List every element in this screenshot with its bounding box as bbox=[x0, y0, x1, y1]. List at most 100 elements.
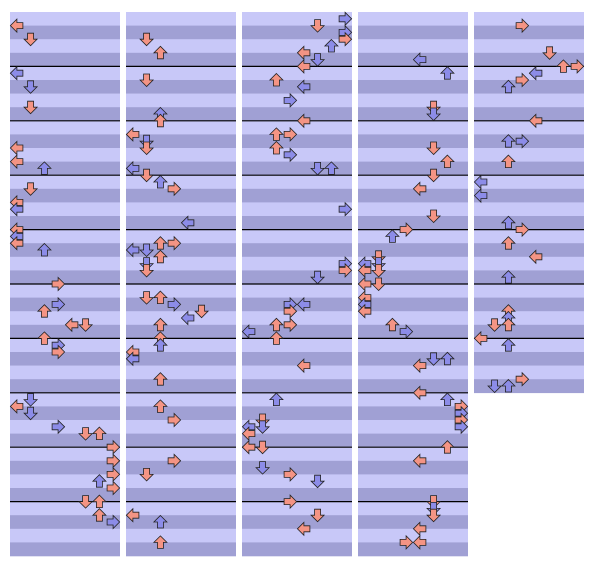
arrow bbox=[439, 351, 455, 366]
stripe bbox=[126, 447, 236, 462]
arrow bbox=[412, 534, 427, 550]
stripe bbox=[10, 148, 120, 162]
arrow bbox=[51, 419, 66, 435]
arrow bbox=[500, 236, 516, 250]
arrow bbox=[125, 507, 140, 523]
arrow bbox=[106, 439, 121, 455]
stripe bbox=[10, 447, 120, 462]
arrow bbox=[106, 514, 121, 530]
arrow bbox=[36, 161, 52, 175]
arrow bbox=[139, 134, 155, 149]
arrow bbox=[152, 514, 168, 529]
arrow bbox=[487, 318, 503, 332]
arrow bbox=[296, 521, 311, 537]
stripe bbox=[126, 460, 236, 475]
arrow bbox=[152, 317, 168, 332]
stripe bbox=[358, 25, 468, 40]
stripe bbox=[242, 134, 352, 149]
stripe bbox=[126, 474, 236, 489]
arrow bbox=[310, 270, 326, 285]
arrow bbox=[426, 501, 442, 516]
column bbox=[473, 12, 585, 394]
stripe bbox=[474, 311, 584, 326]
arrow bbox=[152, 535, 168, 549]
stripe bbox=[358, 474, 468, 489]
arrow bbox=[23, 393, 39, 407]
stripe bbox=[242, 256, 352, 271]
arrow bbox=[241, 324, 256, 340]
stripe bbox=[474, 243, 584, 258]
stripe bbox=[358, 297, 468, 312]
stripe bbox=[358, 460, 468, 475]
stripe bbox=[358, 501, 468, 516]
stripe bbox=[474, 284, 584, 298]
arrow bbox=[106, 480, 121, 496]
stripe bbox=[358, 120, 468, 135]
stripe bbox=[242, 324, 352, 339]
stripe bbox=[358, 284, 468, 298]
arrow bbox=[255, 413, 271, 428]
arrow bbox=[371, 257, 387, 271]
stripe bbox=[242, 12, 352, 26]
stripe bbox=[10, 515, 120, 530]
stripe bbox=[474, 256, 584, 271]
stripe bbox=[358, 175, 468, 190]
stripe bbox=[358, 93, 468, 108]
arrow bbox=[167, 181, 182, 197]
stripe bbox=[358, 161, 468, 176]
stripe bbox=[242, 433, 352, 448]
column bbox=[125, 12, 236, 557]
arrow bbox=[296, 113, 311, 129]
stripe bbox=[242, 542, 352, 557]
stripe bbox=[358, 433, 468, 448]
arrow bbox=[500, 270, 516, 284]
stripe bbox=[358, 270, 468, 285]
stripe bbox=[358, 406, 468, 421]
arrow bbox=[399, 324, 414, 340]
arrow bbox=[454, 419, 469, 435]
arrow bbox=[338, 262, 353, 278]
arrow bbox=[78, 495, 94, 509]
stripe bbox=[126, 93, 236, 108]
arrow bbox=[384, 317, 400, 332]
arrow bbox=[139, 73, 155, 88]
stripe bbox=[242, 39, 352, 54]
stripe bbox=[126, 243, 236, 258]
stripe bbox=[358, 216, 468, 230]
stripe bbox=[358, 66, 468, 81]
arrow bbox=[542, 46, 558, 60]
stripe bbox=[242, 474, 352, 489]
arrow bbox=[310, 53, 326, 67]
stripe bbox=[126, 52, 236, 67]
stripe bbox=[126, 406, 236, 421]
arrow bbox=[310, 508, 326, 523]
arrow bbox=[152, 113, 168, 128]
stripe bbox=[10, 379, 120, 394]
stripe bbox=[126, 229, 236, 244]
arrow bbox=[528, 113, 543, 129]
arrow bbox=[23, 406, 39, 421]
arrow bbox=[426, 495, 442, 509]
stripe bbox=[358, 379, 468, 394]
stripe bbox=[474, 379, 584, 394]
stripe bbox=[358, 107, 468, 122]
stripe bbox=[474, 12, 584, 26]
arrow bbox=[515, 72, 530, 88]
stripe bbox=[10, 134, 120, 149]
stripe bbox=[358, 311, 468, 326]
arrow bbox=[500, 134, 516, 148]
stripe bbox=[126, 256, 236, 271]
arrow bbox=[500, 215, 516, 230]
arrow bbox=[91, 474, 107, 488]
stripe bbox=[10, 488, 120, 502]
arrow bbox=[357, 303, 372, 319]
arrow bbox=[36, 242, 52, 257]
stripe bbox=[358, 338, 468, 353]
arrow bbox=[570, 58, 585, 74]
arrow bbox=[310, 19, 326, 33]
stripe bbox=[242, 243, 352, 258]
stripe bbox=[10, 161, 120, 176]
arrow bbox=[268, 140, 284, 155]
arrow bbox=[78, 427, 94, 441]
stripe bbox=[242, 501, 352, 516]
